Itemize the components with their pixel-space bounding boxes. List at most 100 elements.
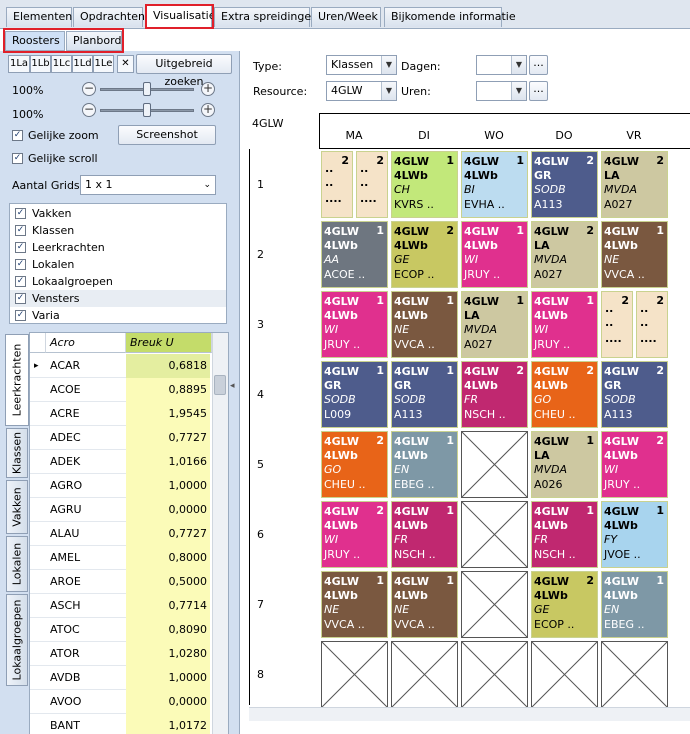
layer-item-lokaalgroepen[interactable]: ✓ Lokaalgroepen <box>10 273 226 290</box>
layer-item-leerkrachten[interactable]: ✓ Leerkrachten <box>10 239 226 256</box>
lesson-block[interactable]: 2 4GLW GR SODB A113 <box>531 151 598 218</box>
hours-select[interactable]: ▼ <box>476 81 527 101</box>
split-lesson-block[interactable]: 2........ <box>601 291 633 358</box>
grid-header-acro[interactable]: Acro <box>46 333 126 353</box>
empty-slot[interactable] <box>531 641 598 708</box>
empty-slot[interactable] <box>391 641 458 708</box>
zoom-h-plus-icon[interactable]: + <box>201 81 215 96</box>
table-row[interactable]: ACOE 0,8895 <box>30 378 210 402</box>
lesson-block[interactable]: 2 4GLW 4LWb GO CHEU .. <box>321 431 388 498</box>
lesson-block[interactable]: 2 4GLW 4LWb GE ECOP .. <box>391 221 458 288</box>
lesson-block[interactable]: 2 4GLW 4LWb GO CHEU .. <box>531 361 598 428</box>
lesson-block[interactable]: 2 4GLW LA MVDA A027 <box>531 221 598 288</box>
zoom-v-minus-icon[interactable]: − <box>82 102 96 117</box>
empty-slot[interactable] <box>321 641 388 708</box>
screenshot-button[interactable]: Screenshot <box>118 125 216 145</box>
layer-checkbox-lokalen[interactable]: ✓ <box>15 259 26 270</box>
close-icon[interactable]: ✕ <box>117 55 134 73</box>
chevron-down-icon[interactable]: ▼ <box>511 56 526 74</box>
layer-item-varia[interactable]: ✓ Varia <box>10 307 226 324</box>
class-button-1lb[interactable]: 1Lb <box>30 55 51 73</box>
lesson-block[interactable]: 1 4GLW 4LWb EN EBEG .. <box>391 431 458 498</box>
hours-ellipsis-button[interactable]: ... <box>529 81 548 101</box>
table-row[interactable]: ADEK 1,0166 <box>30 450 210 474</box>
lesson-block[interactable]: 1 4GLW GR SODB A113 <box>391 361 458 428</box>
panel-collapse-icon[interactable]: ◂ <box>230 381 235 391</box>
lesson-block[interactable]: 1 4GLW 4LWb NE VVCA .. <box>601 221 668 288</box>
lesson-block[interactable]: 2 4GLW GR SODB A113 <box>601 361 668 428</box>
class-button-1ld[interactable]: 1Ld <box>72 55 93 73</box>
class-button-1la[interactable]: 1La <box>8 55 30 73</box>
lesson-block[interactable]: 2 4GLW 4LWb WI JRUY .. <box>601 431 668 498</box>
layer-item-vensters[interactable]: ✓ Vensters <box>10 290 226 307</box>
days-ellipsis-button[interactable]: ... <box>529 55 548 75</box>
subtab-planbord[interactable]: Planbord <box>66 31 122 51</box>
layer-item-vakken[interactable]: ✓ Vakken <box>10 205 226 222</box>
days-select[interactable]: ▼ <box>476 55 527 75</box>
tab-opdrachten[interactable]: Opdrachten <box>73 7 145 27</box>
empty-slot[interactable] <box>461 501 528 568</box>
split-lesson-block[interactable]: 2........ <box>356 151 388 218</box>
lesson-block[interactable]: 1 4GLW LA MVDA A026 <box>531 431 598 498</box>
table-row[interactable]: ADEC 0,7727 <box>30 426 210 450</box>
lesson-block[interactable]: 1 4GLW 4LWb EN EBEG .. <box>601 571 668 638</box>
lesson-block[interactable]: 1 4GLW 4LWb NE VVCA .. <box>391 291 458 358</box>
vtab-leerkrachten[interactable]: Leerkrachten <box>5 334 29 426</box>
class-button-1le[interactable]: 1Le <box>93 55 114 73</box>
layer-checkbox-varia[interactable]: ✓ <box>15 310 26 321</box>
zoom-h-minus-icon[interactable]: − <box>82 81 96 96</box>
tab-extra-spreidingen[interactable]: Extra spreidingen <box>214 7 318 27</box>
table-row[interactable]: AVOO 0,0000 <box>30 690 210 714</box>
chevron-down-icon[interactable]: ▼ <box>511 82 526 100</box>
same-scroll-checkbox[interactable]: ✓ <box>12 153 23 164</box>
advanced-search-button[interactable]: Uitgebreid zoeken <box>136 54 232 88</box>
table-row[interactable]: ALAU 0,7727 <box>30 522 210 546</box>
layer-checkbox-vakken[interactable]: ✓ <box>15 208 26 219</box>
lesson-block[interactable]: 1 4GLW 4LWb FR NSCH .. <box>531 501 598 568</box>
zoom-v-slider-thumb[interactable] <box>143 103 151 117</box>
tab-visualisatie[interactable]: Visualisatie <box>146 5 216 28</box>
table-row[interactable]: ▸ ACAR 0,6818 <box>30 354 210 378</box>
lesson-block[interactable]: 2 4GLW LA MVDA A027 <box>601 151 668 218</box>
layer-checkbox-klassen[interactable]: ✓ <box>15 225 26 236</box>
lesson-block[interactable]: 1 4GLW LA MVDA A027 <box>461 291 528 358</box>
vtab-vakken[interactable]: Vakken <box>6 480 28 534</box>
vtab-lokaalgroepen[interactable]: Lokaalgroepen <box>6 594 28 686</box>
tab-elementen[interactable]: Elementen <box>6 7 72 27</box>
grids-select[interactable]: 1 x 1 ⌄ <box>80 175 216 195</box>
lesson-block[interactable]: 1 4GLW 4LWb WI JRUY .. <box>321 291 388 358</box>
split-lesson-block[interactable]: 2........ <box>636 291 668 358</box>
chevron-down-icon[interactable]: ▼ <box>381 82 396 100</box>
table-row[interactable]: AVDB 1,0000 <box>30 666 210 690</box>
timetable-horizontal-scrollbar[interactable] <box>249 707 690 721</box>
grid-vertical-scrollbar[interactable] <box>212 333 228 734</box>
empty-slot[interactable] <box>461 571 528 638</box>
table-row[interactable]: AROE 0,5000 <box>30 570 210 594</box>
table-row[interactable]: ATOC 0,8090 <box>30 618 210 642</box>
grid-header-breuk[interactable]: Breuk U <box>126 333 212 353</box>
empty-slot[interactable] <box>461 641 528 708</box>
table-row[interactable]: AGRU 0,0000 <box>30 498 210 522</box>
tab-bijkomende-informatie[interactable]: Bijkomende informatie <box>384 7 516 27</box>
vtab-lokalen[interactable]: Lokalen <box>6 536 28 592</box>
lesson-block[interactable]: 1 4GLW 4LWb NE VVCA .. <box>391 571 458 638</box>
vtab-klassen[interactable]: Klassen <box>6 428 28 478</box>
resource-select[interactable]: 4GLW ▼ <box>326 81 397 101</box>
tab-uren-week[interactable]: Uren/Week <box>311 7 381 27</box>
layer-item-klassen[interactable]: ✓ Klassen <box>10 222 226 239</box>
table-row[interactable]: AMEL 0,8000 <box>30 546 210 570</box>
subtab-roosters[interactable]: Roosters <box>5 31 65 51</box>
layer-checkbox-leerkrachten[interactable]: ✓ <box>15 242 26 253</box>
table-row[interactable]: ATOR 1,0280 <box>30 642 210 666</box>
table-row[interactable]: ASCH 0,7714 <box>30 594 210 618</box>
table-row[interactable]: AGRO 1,0000 <box>30 474 210 498</box>
lesson-block[interactable]: 1 4GLW 4LWb FR NSCH .. <box>391 501 458 568</box>
layer-item-lokalen[interactable]: ✓ Lokalen <box>10 256 226 273</box>
lesson-block[interactable]: 2 4GLW 4LWb WI JRUY .. <box>321 501 388 568</box>
same-zoom-checkbox[interactable]: ✓ <box>12 130 23 141</box>
layer-checkbox-vensters[interactable]: ✓ <box>15 293 26 304</box>
grid-scroll-thumb[interactable] <box>214 375 226 395</box>
zoom-v-plus-icon[interactable]: + <box>201 102 215 117</box>
table-row[interactable]: ACRE 1,9545 <box>30 402 210 426</box>
lesson-block[interactable]: 1 4GLW 4LWb FY JVOE .. <box>601 501 668 568</box>
